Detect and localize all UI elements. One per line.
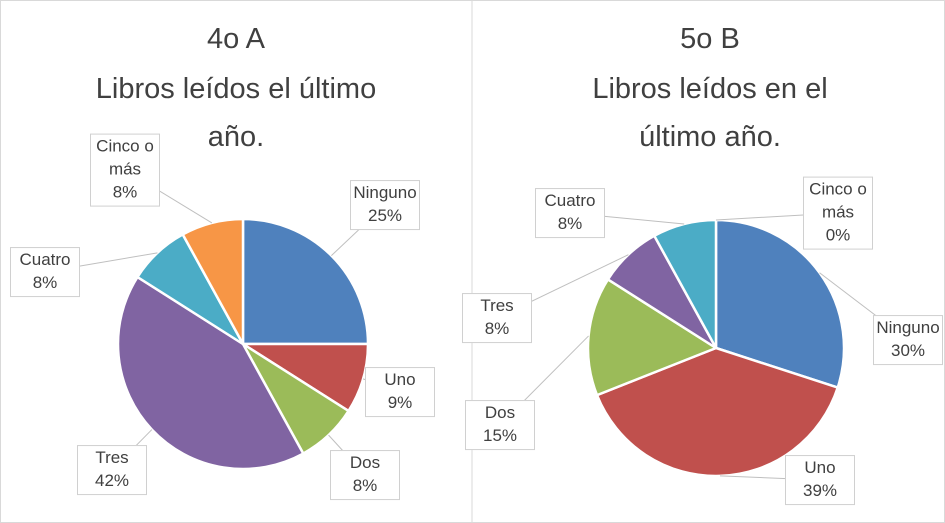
label-value: 39% <box>802 481 838 500</box>
label-category: Tres <box>95 448 129 468</box>
label-category: Ninguno <box>353 183 417 203</box>
label-value: 9% <box>387 393 413 412</box>
label-category: Ninguno <box>876 318 940 338</box>
data-label: Uno 39% <box>785 455 855 505</box>
pie-slice <box>652 218 718 349</box>
label-value: 8% <box>484 319 510 338</box>
label-value: 42% <box>94 471 130 490</box>
data-label: Tres 8% <box>462 293 532 343</box>
label-value: 8% <box>352 476 378 495</box>
data-label: Cinco o más 0% <box>803 176 873 250</box>
label-category: Dos <box>349 453 381 473</box>
data-label: Uno 9% <box>365 367 435 417</box>
pie-slice <box>116 275 305 471</box>
label-value: 8% <box>557 214 583 233</box>
data-label: Cinco o más 8% <box>90 133 160 207</box>
chart-title: 5o B <box>680 23 740 55</box>
label-category: Uno <box>804 458 836 478</box>
data-label: Cuatro 8% <box>535 188 605 238</box>
label-category: Uno <box>384 370 416 390</box>
label-category: Cinco o más <box>96 136 154 179</box>
chart-title: último año. <box>639 121 781 153</box>
data-label: Tres 42% <box>77 445 147 495</box>
label-value: 30% <box>890 341 926 360</box>
data-label: Dos 15% <box>465 400 535 450</box>
data-label: Ninguno 25% <box>350 180 420 230</box>
pie-slice <box>714 218 846 390</box>
label-value: 15% <box>482 426 518 445</box>
chart-title: 4o A <box>207 23 266 55</box>
pie-slice <box>241 217 370 346</box>
data-label: Ninguno 30% <box>873 315 943 365</box>
pie-slice <box>586 277 719 397</box>
label-category: Cinco o más <box>809 179 867 222</box>
label-value: 25% <box>367 206 403 225</box>
label-category: Dos <box>484 403 516 423</box>
label-value: 0% <box>825 225 851 245</box>
chart-title: Libros leídos en el <box>592 73 827 105</box>
chart-title: Libros leídos el último <box>96 73 376 105</box>
label-category: Tres <box>480 296 514 316</box>
pie-slice <box>181 217 245 345</box>
chart-title: año. <box>208 121 264 153</box>
label-value: 8% <box>112 182 138 202</box>
label-value: 8% <box>32 273 58 292</box>
data-label: Dos 8% <box>330 450 400 500</box>
label-category: Cuatro <box>19 250 71 270</box>
label-category: Cuatro <box>544 191 596 211</box>
data-label: Cuatro 8% <box>10 247 80 297</box>
